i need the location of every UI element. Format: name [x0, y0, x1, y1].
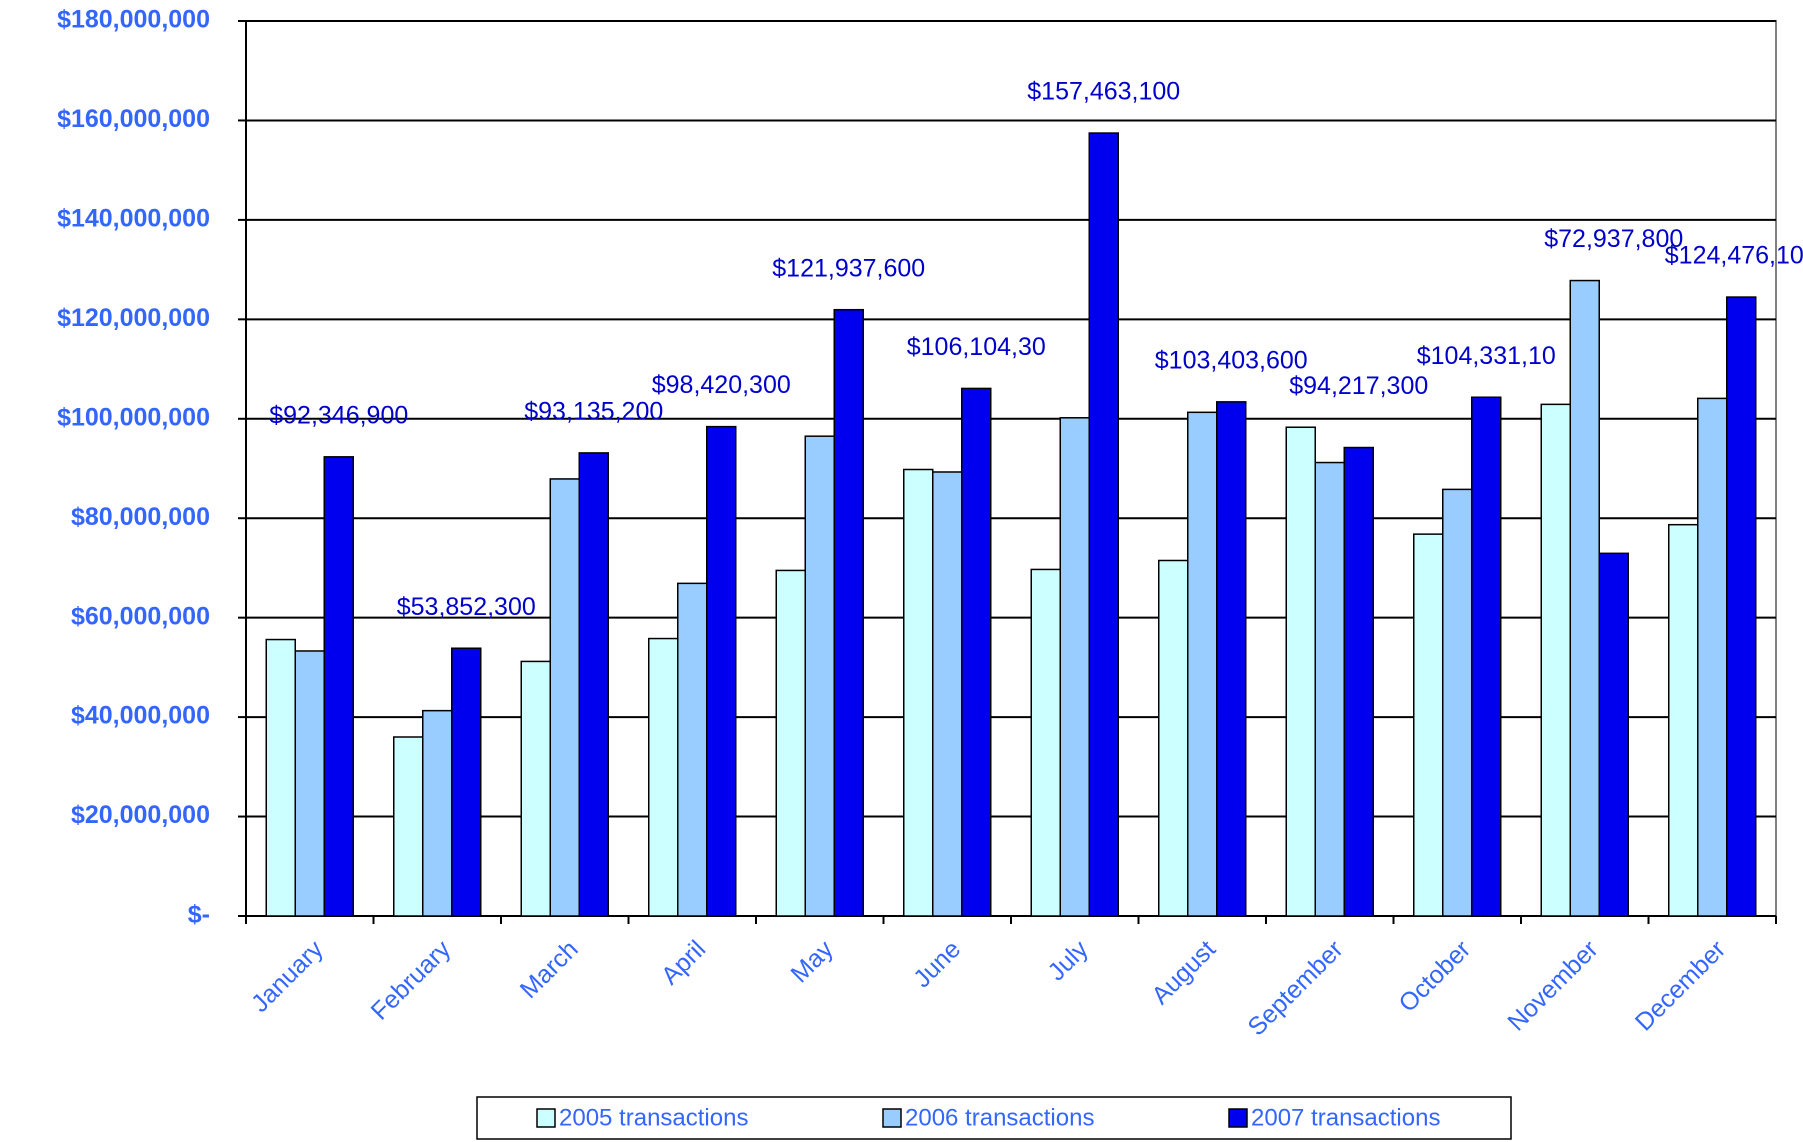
bar [549, 478, 580, 917]
y-tick-label: $60,000,000 [71, 602, 210, 630]
bar [265, 638, 296, 917]
y-tick-label: $80,000,000 [71, 503, 210, 531]
data-label: $106,104,30 [907, 333, 1046, 361]
bar [775, 569, 806, 917]
bar [1216, 401, 1247, 917]
data-label: $98,420,300 [652, 371, 791, 399]
y-tick-label: $- [188, 901, 210, 929]
legend-label: 2006 transactions [905, 1104, 1094, 1131]
legend-label: 2007 transactions [1251, 1104, 1440, 1131]
bar [323, 456, 354, 917]
bar [1158, 559, 1189, 917]
y-tick-label: $140,000,000 [57, 204, 210, 232]
y-tick-label: $180,000,000 [57, 6, 210, 34]
bar [393, 736, 424, 917]
bar [520, 660, 551, 917]
y-tick-label: $20,000,000 [71, 801, 210, 829]
bar [1668, 523, 1699, 917]
bar [961, 387, 992, 917]
bar [422, 709, 453, 917]
y-tick-label: $40,000,000 [71, 702, 210, 730]
data-label: $104,331,10 [1417, 342, 1556, 370]
bar [1343, 446, 1374, 917]
bar [1697, 397, 1728, 917]
bar [1314, 461, 1345, 917]
legend-swatch [882, 1108, 902, 1128]
bar [706, 425, 737, 917]
data-label: $124,476,100 [1665, 242, 1803, 270]
y-tick-label: $100,000,000 [57, 403, 210, 431]
legend-swatch [536, 1108, 556, 1128]
data-label: $92,346,900 [269, 401, 408, 429]
data-label: $93,135,200 [524, 398, 663, 426]
data-label: $72,937,800 [1544, 225, 1683, 253]
y-tick-label: $120,000,000 [57, 304, 210, 332]
bar [677, 582, 708, 917]
bar [294, 650, 325, 917]
data-label: $103,403,600 [1155, 346, 1308, 374]
bar [932, 471, 963, 917]
data-label: $94,217,300 [1289, 372, 1428, 400]
bar [1569, 279, 1600, 917]
bar [1413, 533, 1444, 917]
bar [1187, 411, 1218, 917]
bar [578, 452, 609, 917]
data-label: $157,463,100 [1027, 78, 1180, 106]
bar [1726, 296, 1757, 917]
bar [833, 308, 864, 917]
bar [1471, 396, 1502, 917]
data-label: $121,937,600 [772, 254, 925, 282]
bar [1598, 552, 1629, 917]
bar [1442, 488, 1473, 917]
bar [1285, 426, 1316, 917]
bar [804, 435, 835, 917]
bar [1030, 568, 1061, 917]
bar [451, 647, 482, 917]
legend-box [476, 1096, 1512, 1140]
bar [1059, 417, 1090, 917]
data-label: $53,852,300 [397, 593, 536, 621]
bar [1540, 403, 1571, 917]
bar [648, 637, 679, 917]
y-tick-label: $160,000,000 [57, 105, 210, 133]
bar [903, 468, 934, 917]
legend-label: 2005 transactions [559, 1104, 748, 1131]
legend-swatch [1228, 1108, 1248, 1128]
bar [1088, 132, 1119, 917]
